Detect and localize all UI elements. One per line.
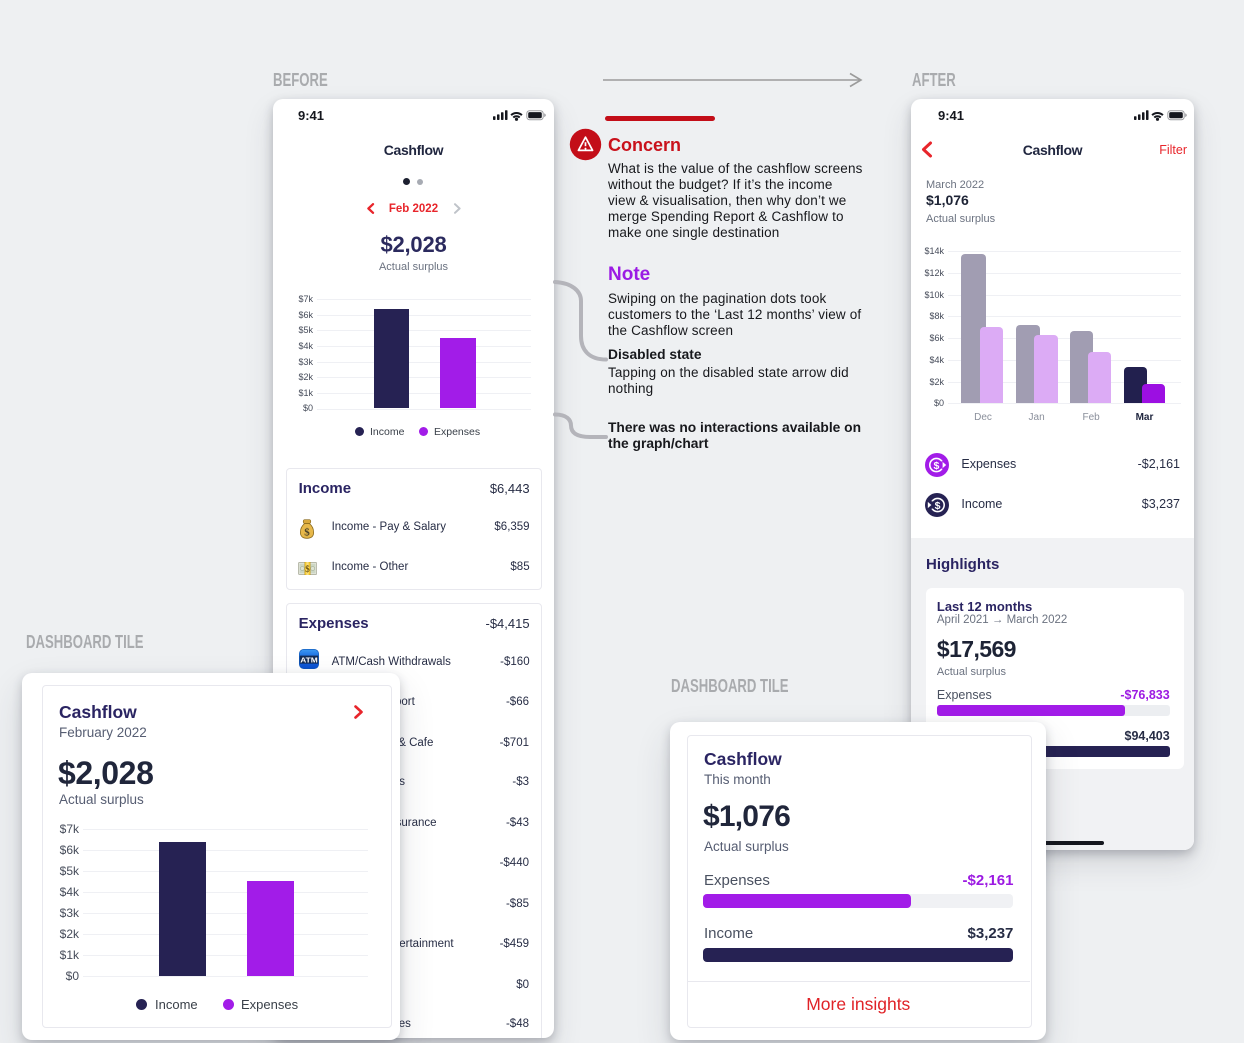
svg-text:$: $ — [933, 460, 939, 472]
svg-text:ATM: ATM — [300, 655, 318, 664]
svg-text:$: $ — [305, 564, 310, 574]
svg-text:$: $ — [935, 500, 941, 512]
svg-text:$: $ — [304, 526, 310, 538]
